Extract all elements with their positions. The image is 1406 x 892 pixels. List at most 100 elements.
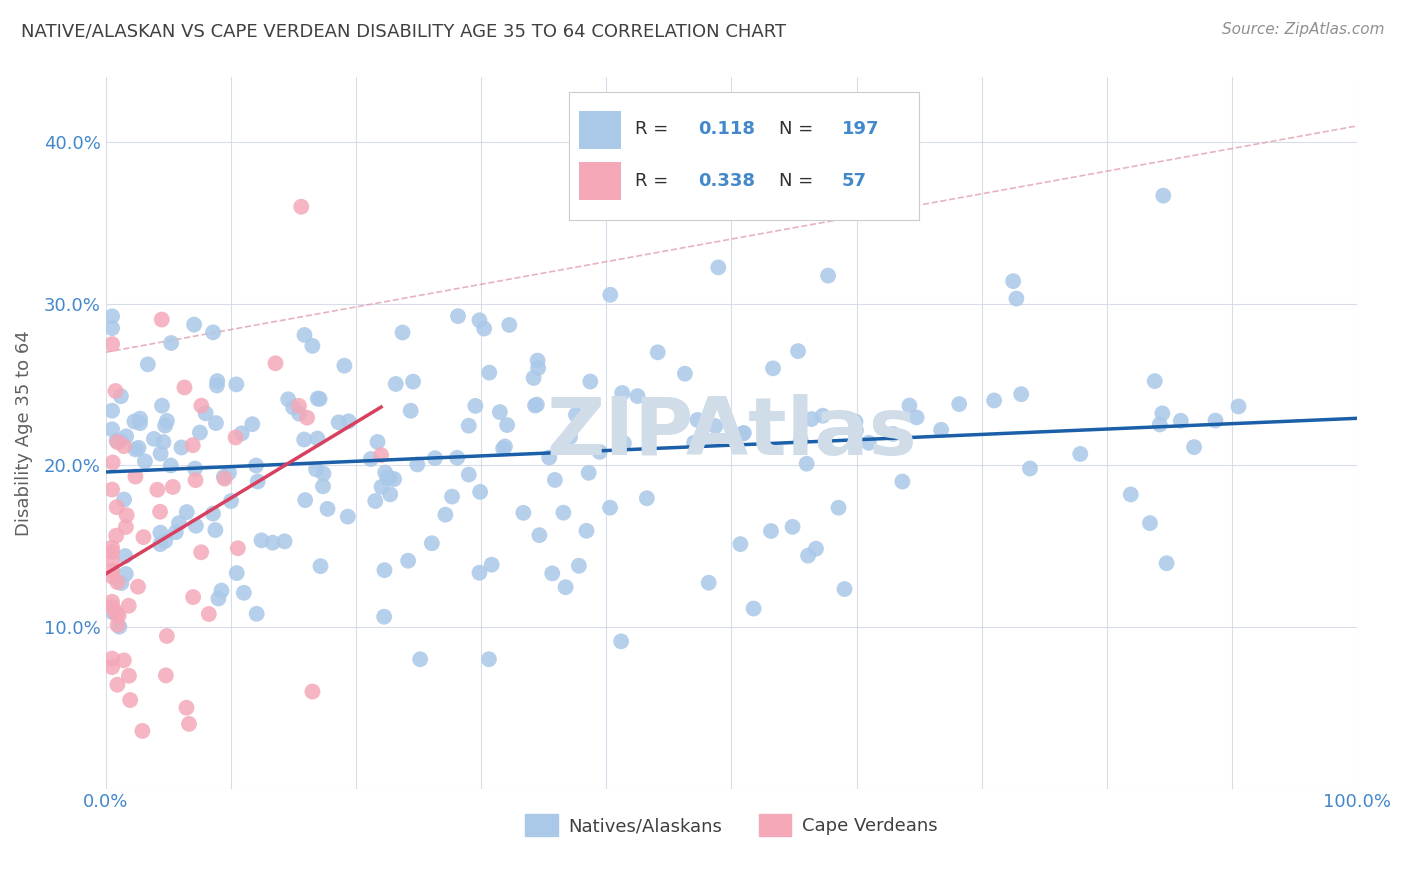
Natives/Alaskans [1005,292,1028,306]
Natives/Alaskans [194,406,217,420]
Natives/Alaskans [496,417,519,432]
Cape Verdeans [131,723,153,738]
Natives/Alaskans [250,533,273,548]
Natives/Alaskans [360,452,382,467]
Natives/Alaskans [948,397,970,411]
Natives/Alaskans [225,377,247,392]
Natives/Alaskans [553,506,575,520]
Natives/Alaskans [498,318,520,332]
Natives/Alaskans [1204,414,1226,428]
Natives/Alaskans [246,607,269,621]
Natives/Alaskans [149,537,172,551]
Natives/Alaskans [1019,461,1042,475]
Natives/Alaskans [176,505,198,519]
Natives/Alaskans [156,414,179,428]
Cape Verdeans [295,410,318,425]
Natives/Alaskans [110,389,132,403]
Natives/Alaskans [378,471,401,485]
Cape Verdeans [105,435,128,450]
Natives/Alaskans [529,528,551,542]
Natives/Alaskans [512,506,534,520]
Natives/Alaskans [613,436,636,450]
Natives/Alaskans [1010,387,1032,401]
Cape Verdeans [132,530,155,544]
Natives/Alaskans [647,345,669,359]
Natives/Alaskans [1119,487,1142,501]
Natives/Alaskans [787,344,810,359]
Natives/Alaskans [219,494,242,508]
Natives/Alaskans [205,378,228,392]
Natives/Alaskans [207,591,229,606]
Natives/Alaskans [110,576,132,591]
Natives/Alaskans [494,440,516,454]
Natives/Alaskans [1143,374,1166,388]
Natives/Alaskans [523,371,546,385]
Legend: Natives/Alaskans, Cape Verdeans: Natives/Alaskans, Cape Verdeans [517,807,945,844]
Natives/Alaskans [686,413,709,427]
Natives/Alaskans [232,586,254,600]
Natives/Alaskans [733,425,755,440]
Cape Verdeans [149,505,172,519]
Natives/Alaskans [478,366,501,380]
Cape Verdeans [118,599,141,613]
Cape Verdeans [101,569,124,583]
Natives/Alaskans [367,434,389,449]
Cape Verdeans [107,618,129,632]
Natives/Alaskans [568,558,591,573]
Natives/Alaskans [409,652,432,666]
Natives/Alaskans [804,541,827,556]
Natives/Alaskans [406,458,429,472]
Natives/Alaskans [759,524,782,538]
Cape Verdeans [107,678,129,692]
Natives/Alaskans [464,399,486,413]
Cape Verdeans [301,684,323,698]
Cape Verdeans [288,399,311,413]
Natives/Alaskans [905,410,928,425]
Natives/Alaskans [1182,440,1205,454]
Natives/Alaskans [277,392,299,407]
Cape Verdeans [150,312,173,326]
Natives/Alaskans [481,558,503,572]
Natives/Alaskans [301,339,323,353]
Natives/Alaskans [1002,274,1025,288]
Natives/Alaskans [167,516,190,530]
Natives/Alaskans [457,418,479,433]
Cape Verdeans [146,483,169,497]
Cape Verdeans [190,545,212,559]
Natives/Alaskans [149,447,172,461]
Cape Verdeans [101,595,124,609]
Cape Verdeans [105,607,128,622]
Natives/Alaskans [478,652,501,666]
Natives/Alaskans [558,430,581,444]
Cape Verdeans [101,660,124,674]
Natives/Alaskans [377,470,399,484]
Natives/Alaskans [373,563,395,577]
Natives/Alaskans [589,445,612,459]
Natives/Alaskans [245,458,267,473]
Cape Verdeans [225,430,247,444]
Natives/Alaskans [225,566,247,580]
Natives/Alaskans [882,426,904,441]
Natives/Alaskans [800,412,823,426]
Natives/Alaskans [129,416,152,430]
Natives/Alaskans [1149,417,1171,432]
Natives/Alaskans [827,500,849,515]
Cape Verdeans [105,500,128,515]
Natives/Alaskans [201,507,224,521]
Natives/Alaskans [1139,516,1161,530]
Cape Verdeans [156,629,179,643]
Natives/Alaskans [337,414,360,428]
Cape Verdeans [155,668,177,682]
Natives/Alaskans [797,549,820,563]
Natives/Alaskans [446,450,468,465]
Natives/Alaskans [305,462,328,476]
Cape Verdeans [120,693,142,707]
Natives/Alaskans [246,475,269,489]
Natives/Alaskans [683,436,706,450]
Cape Verdeans [162,480,184,494]
Natives/Alaskans [538,450,561,465]
Natives/Alaskans [492,442,515,456]
Natives/Alaskans [834,582,856,596]
Natives/Alaskans [273,534,295,549]
Natives/Alaskans [101,605,124,619]
